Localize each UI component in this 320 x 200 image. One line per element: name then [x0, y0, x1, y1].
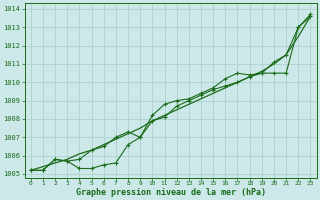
X-axis label: Graphe pression niveau de la mer (hPa): Graphe pression niveau de la mer (hPa): [76, 188, 266, 197]
